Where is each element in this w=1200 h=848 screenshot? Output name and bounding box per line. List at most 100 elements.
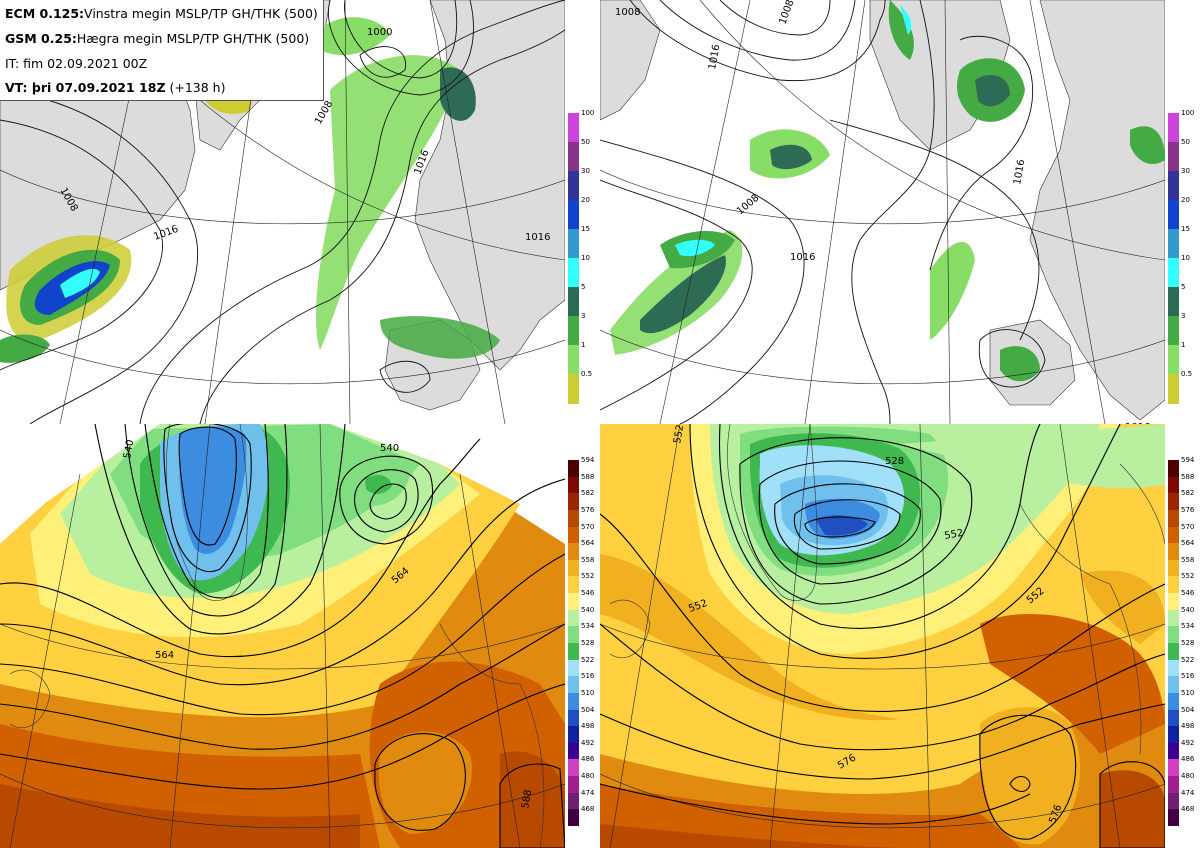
colorbar-segment	[568, 113, 579, 143]
contour-label: 540	[122, 439, 136, 460]
colorbar-segment	[568, 316, 579, 346]
colorbar-tick-label: 486	[581, 755, 595, 764]
colorbar-tick-label: 468	[1181, 805, 1195, 814]
colorbar-segment	[1168, 792, 1179, 810]
colorbar-segment	[1168, 692, 1179, 711]
colorbar-tick-label: 552	[1181, 572, 1195, 581]
colorbar-tick-label: 10	[581, 254, 590, 262]
colorbar-segment	[568, 692, 579, 711]
colorbar-tick-label: 5	[1181, 283, 1186, 291]
colorbar-segment	[568, 676, 579, 694]
colorbar-segment	[568, 543, 579, 561]
ecm-model-description: Vinstra megin MSLP/TP GH/THK (500)	[84, 6, 318, 21]
colorbar-tick-label: 486	[1181, 755, 1195, 764]
colorbar-tick-label: 546	[581, 589, 595, 598]
colorbar-tick-label: 564	[581, 539, 595, 548]
ecm-mslp-precip-map: 1000 1008 1008 1016 1016 1016 ECM 0.125:Vinst…	[0, 0, 565, 424]
colorbar-tick-label: 558	[581, 555, 595, 564]
contour-label: 1000	[367, 27, 392, 38]
colorbar-tick-label: 594	[1181, 456, 1195, 464]
ecm-model-name: ECM 0.125:	[5, 6, 85, 21]
colorbar-segment	[1168, 113, 1179, 143]
colorbar-segment	[568, 526, 579, 544]
ecm-geopotential-thickness-map: 540 564 564 588 540	[0, 424, 565, 848]
colorbar-segment	[1168, 726, 1179, 744]
colorbar-tick-label: 528	[581, 639, 595, 647]
colorbar-segment	[568, 576, 579, 594]
colorbar-tick-label: 3	[1181, 312, 1186, 320]
contour-label: 528	[885, 456, 904, 467]
colorbar-tick-label: 480	[1181, 772, 1195, 781]
colorbar-tick-label: 582	[1181, 489, 1195, 498]
colorbar-segment	[1168, 576, 1179, 594]
colorbar-tick-label: 588	[1181, 472, 1195, 481]
colorbar-segment	[1168, 460, 1179, 478]
colorbar-segment	[1168, 345, 1179, 375]
colorbar-segment	[568, 726, 579, 744]
colorbar-segment	[568, 709, 579, 727]
colorbar-tick-label: 594	[581, 456, 595, 464]
colorbar-segment	[1168, 659, 1179, 677]
colorbar-segment	[1168, 593, 1179, 611]
colorbar-tick-label: 570	[581, 522, 595, 531]
colorbar-tick-label: 510	[1181, 688, 1195, 697]
precip-colorbar-right: 100 50 30 20 15 10 5 3 1 0.5	[1168, 109, 1200, 404]
colorbar-tick-label: 480	[581, 772, 595, 781]
colorbar-tick-label: 0.5	[581, 370, 593, 378]
colorbar-segment	[568, 792, 579, 810]
contour-label: 552	[672, 424, 686, 445]
colorbar-segment	[1168, 809, 1179, 827]
colorbar-tick-label: 474	[1181, 788, 1195, 797]
colorbar-tick-label: 540	[1181, 605, 1195, 614]
colorbar-tick-label: 50	[581, 138, 590, 146]
colorbar-segment	[1168, 258, 1179, 288]
contour-label: 1008	[735, 193, 762, 218]
colorbar-segment	[568, 142, 579, 172]
colorbar-tick-label: 504	[1181, 705, 1195, 714]
colorbar-tick-label: 20	[1181, 196, 1190, 204]
colorbar-tick-label: 516	[581, 672, 595, 681]
colorbar-segment	[1168, 142, 1179, 172]
colorbar-segment	[1168, 759, 1179, 777]
contour-label: 1016	[1012, 159, 1027, 186]
colorbar-segment	[568, 742, 579, 760]
colorbar-segment	[568, 345, 579, 375]
contour-label: 1016	[525, 232, 550, 243]
colorbar-segment	[568, 593, 579, 611]
colorbar-segment	[568, 258, 579, 288]
colorbar-tick-label: 504	[581, 705, 595, 714]
colorbar-tick-label: 576	[581, 505, 595, 514]
colorbar-tick-label: 30	[1181, 167, 1190, 175]
colorbar-tick-label: 100	[581, 109, 595, 117]
contour-label: 1016	[152, 224, 180, 243]
contour-label: 552	[944, 528, 965, 542]
colorbar-segment	[1168, 509, 1179, 528]
colorbar-tick-label: 516	[1181, 672, 1195, 681]
contour-label: 1016	[707, 44, 722, 71]
contour-label: 1008	[777, 0, 796, 26]
colorbar-tick-label: 3	[581, 312, 586, 320]
colorbar-segment	[1168, 287, 1179, 317]
colorbar-segment	[568, 559, 579, 577]
colorbar-tick-label: 546	[1181, 589, 1195, 598]
colorbar-segment	[1168, 709, 1179, 727]
colorbar-segment	[568, 659, 579, 677]
contour-label: 588	[520, 789, 534, 810]
contour-label: 540	[380, 443, 399, 454]
colorbar-tick-label: 474	[581, 788, 595, 797]
colorbar-segment	[568, 626, 579, 644]
contour-label: 564	[155, 650, 174, 661]
colorbar-segment	[568, 460, 579, 478]
contour-label: 1008	[615, 7, 640, 18]
colorbar-tick-label: 468	[581, 805, 595, 814]
colorbar-segment	[568, 809, 579, 827]
initial-time: IT: fim 02.09.2021 00Z	[5, 56, 148, 71]
colorbar-tick-label: 492	[1181, 738, 1195, 747]
thickness-colorbar-right: 594 588 582 576 570 564 558 552 546 540 534 528 522 5…	[1168, 456, 1200, 827]
colorbar-segment	[1168, 374, 1179, 404]
colorbar-tick-label: 522	[1181, 655, 1195, 664]
colorbar-tick-label: 5	[581, 283, 586, 291]
colorbar-segment	[1168, 476, 1179, 494]
colorbar-tick-label: 20	[581, 196, 590, 204]
gsm-geopotential-thickness-map: 528 552 552 576 576 552 552	[600, 424, 1165, 848]
